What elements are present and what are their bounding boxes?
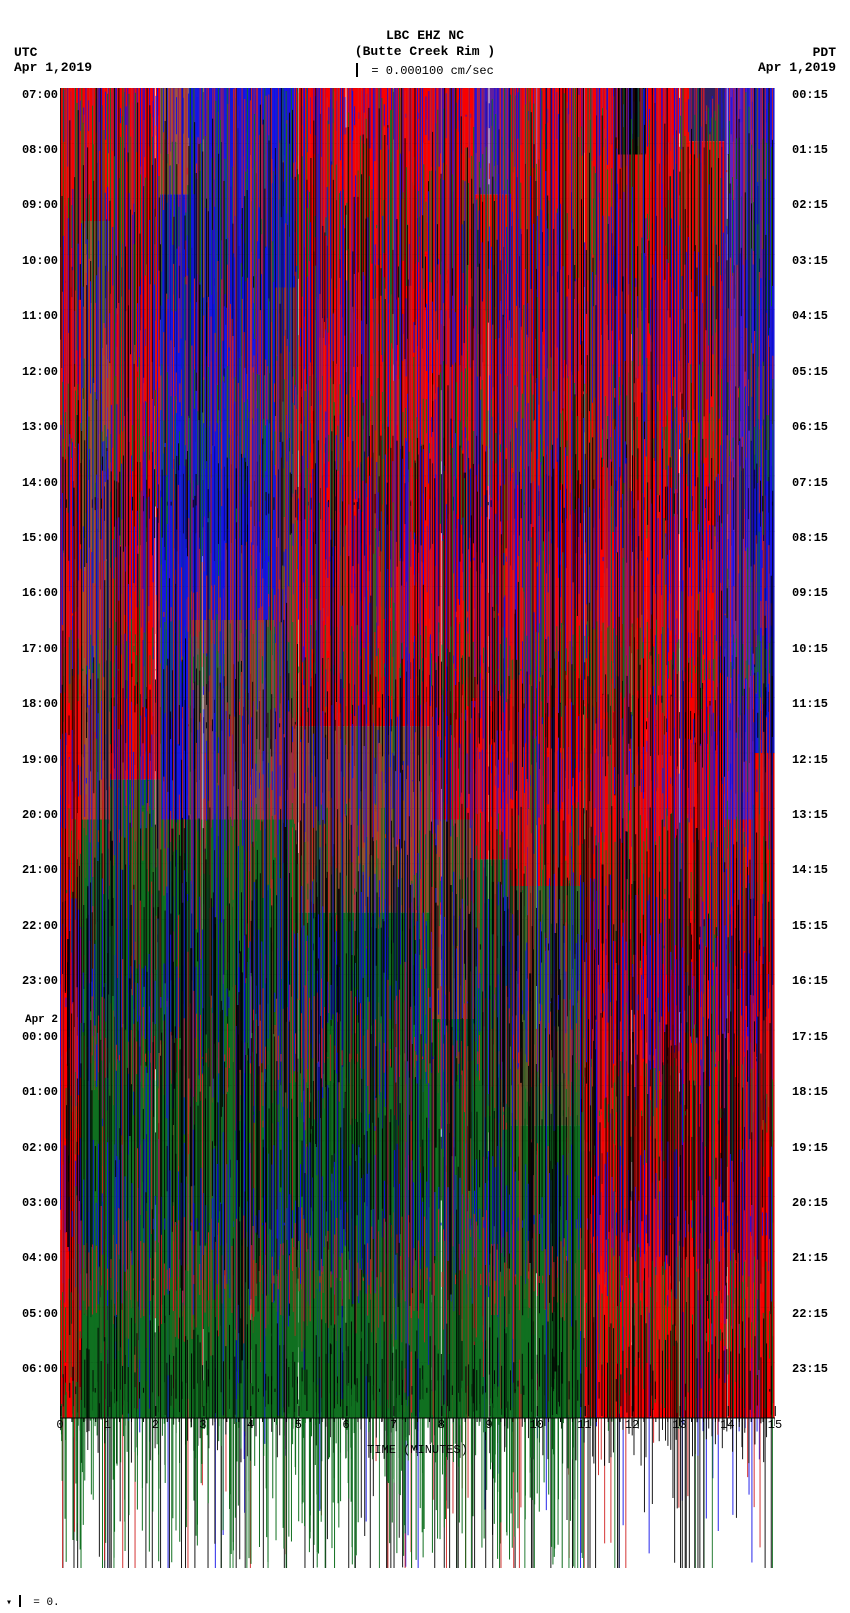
- y-tick-label: 13:00: [14, 420, 58, 434]
- y-tick-label: 17:00: [14, 642, 58, 656]
- y-tick-label: 00:15: [792, 88, 836, 102]
- y-tick-label: 19:00: [14, 753, 58, 767]
- y-axis-left: 07:00 08:00 09:00 10:00 11:00 12:00 13:00 14:00…: [14, 88, 58, 1418]
- title-block: LBC EHZ NC (Butte Creek Rim ) = 0.000100…: [0, 28, 850, 78]
- y-tick-label: 18:15: [792, 1085, 836, 1099]
- y-tick-label: 15:15: [792, 919, 836, 933]
- y-tick-label: 05:15: [792, 365, 836, 379]
- y-tick-label: 12:15: [792, 753, 836, 767]
- y-tick-label: 01:00: [14, 1085, 58, 1099]
- y-tick-label: 20:15: [792, 1196, 836, 1210]
- bottom-scale-legend: ▾ = 0.: [6, 1596, 60, 1609]
- y-tick-label: 13:15: [792, 808, 836, 822]
- x-tick-label: 10: [529, 1418, 543, 1432]
- y-tick-label: 08:15: [792, 531, 836, 545]
- y-tick-label: 19:15: [792, 1141, 836, 1155]
- y-tick-label: 23:00: [14, 974, 58, 988]
- y-tick-label: 10:00: [14, 254, 58, 268]
- y-tick-label: 09:00: [14, 198, 58, 212]
- x-tick-label: 6: [342, 1418, 349, 1432]
- helicorder-plot: [60, 88, 775, 1418]
- y-tick-label: 02:00: [14, 1141, 58, 1155]
- y-tick-label: 17:15: [792, 1030, 836, 1044]
- scale-bar-icon: [356, 63, 358, 77]
- x-tick-label: 7: [390, 1418, 397, 1432]
- y-tick-label: 04:00: [14, 1251, 58, 1265]
- y-tick-label: 03:15: [792, 254, 836, 268]
- y-tick-label: 14:15: [792, 863, 836, 877]
- x-tick-label: 15: [768, 1418, 782, 1432]
- x-tick-label: 3: [199, 1418, 206, 1432]
- y-tick-label: 07:00: [14, 88, 58, 102]
- y-tick-label: 23:15: [792, 1362, 836, 1376]
- tz-right-label: PDT: [813, 45, 836, 60]
- date-right-label: Apr 1,2019: [758, 60, 836, 75]
- y-tick-label: 07:15: [792, 476, 836, 490]
- y-tick-label: 11:15: [792, 697, 836, 711]
- x-tick-label: 8: [438, 1418, 445, 1432]
- x-tick-label: 2: [152, 1418, 159, 1432]
- date-left-label: Apr 1,2019: [14, 60, 92, 75]
- x-tick-label: 1: [104, 1418, 111, 1432]
- y-tick-label: 01:15: [792, 143, 836, 157]
- y-tick-label: 10:15: [792, 642, 836, 656]
- x-tick-label: 9: [485, 1418, 492, 1432]
- y-tick-label: 22:00: [14, 919, 58, 933]
- y-tick-label: 08:00: [14, 143, 58, 157]
- y-tick-label: 03:00: [14, 1196, 58, 1210]
- y-tick-label: 12:00: [14, 365, 58, 379]
- station-title: LBC EHZ NC: [0, 28, 850, 44]
- scale-bar-icon: [19, 1595, 21, 1607]
- y-tick-label: 15:00: [14, 531, 58, 545]
- x-tick-label: 12: [625, 1418, 639, 1432]
- scale-text: = 0.000100 cm/sec: [371, 64, 493, 78]
- x-tick-label: 4: [247, 1418, 254, 1432]
- helicorder-svg: [60, 88, 775, 1568]
- y-tick-label: Apr 2: [14, 1014, 58, 1026]
- y-tick-label: 16:15: [792, 974, 836, 988]
- y-tick-label: 06:00: [14, 1362, 58, 1376]
- x-axis-title: TIME (MINUTES): [60, 1443, 775, 1457]
- y-tick-label: 05:00: [14, 1307, 58, 1321]
- y-tick-label: 00:00: [14, 1030, 58, 1044]
- y-tick-label: 21:00: [14, 863, 58, 877]
- y-tick-label: 22:15: [792, 1307, 836, 1321]
- helicorder-page: LBC EHZ NC (Butte Creek Rim ) = 0.000100…: [0, 0, 850, 1613]
- y-tick-label: 14:00: [14, 476, 58, 490]
- y-tick-label: 09:15: [792, 586, 836, 600]
- tz-left-label: UTC: [14, 45, 37, 60]
- y-tick-label: 21:15: [792, 1251, 836, 1265]
- x-tick-label: 13: [672, 1418, 686, 1432]
- x-tick-label: 5: [295, 1418, 302, 1432]
- y-tick-label: 04:15: [792, 309, 836, 323]
- y-tick-label: 18:00: [14, 697, 58, 711]
- y-axis-right: 00:15 01:15 02:15 03:15 04:15 05:15 06:15 07:15…: [792, 88, 836, 1418]
- bottom-scale-text: = 0.: [33, 1597, 59, 1609]
- y-tick-label: 16:00: [14, 586, 58, 600]
- y-tick-label: 06:15: [792, 420, 836, 434]
- x-tick-label: 14: [720, 1418, 734, 1432]
- x-tick-label: 11: [577, 1418, 591, 1432]
- location-title: (Butte Creek Rim ): [0, 44, 850, 60]
- scale-legend: = 0.000100 cm/sec: [0, 64, 850, 78]
- y-tick-label: 02:15: [792, 198, 836, 212]
- x-tick-label: 0: [56, 1418, 63, 1432]
- y-tick-label: 11:00: [14, 309, 58, 323]
- y-tick-label: 20:00: [14, 808, 58, 822]
